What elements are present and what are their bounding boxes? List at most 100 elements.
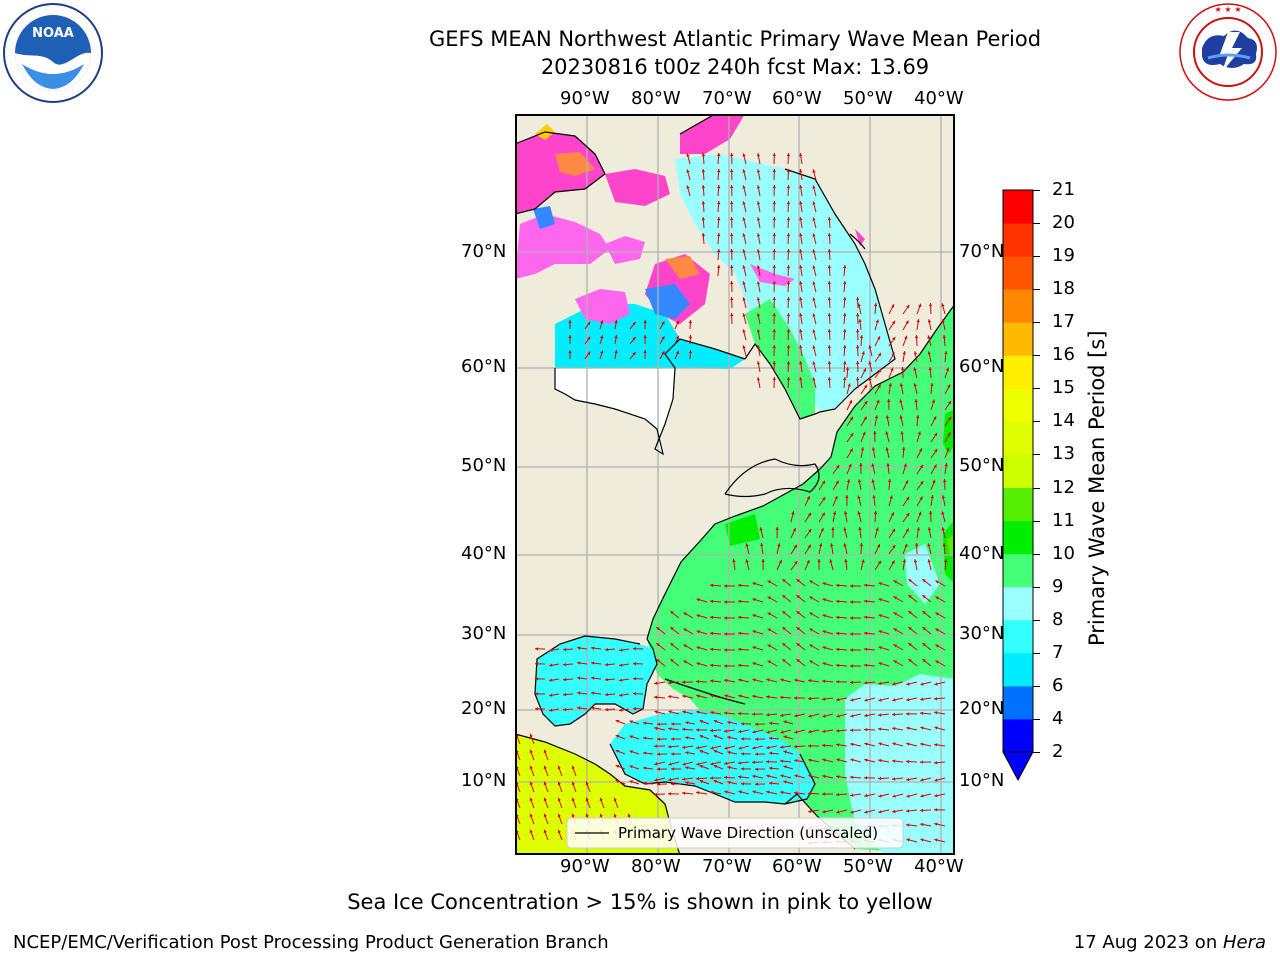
wave-direction-arrowhead xyxy=(769,736,773,740)
wave-direction-arrowhead xyxy=(688,320,693,324)
wave-direction-arrowhead xyxy=(657,722,661,726)
wave-direction-arrowhead xyxy=(843,281,847,285)
wave-direction-arrowhead xyxy=(892,742,896,746)
wave-direction-arrowhead xyxy=(844,511,848,515)
wave-direction-arrowhead xyxy=(850,632,854,636)
wave-direction-arrowhead xyxy=(752,614,756,618)
wave-direction-arrowhead xyxy=(585,813,589,818)
wave-direction-arrowhead xyxy=(808,529,812,533)
lat-label-left-2: 60°N xyxy=(461,356,507,377)
wave-direction-arrowhead xyxy=(767,596,771,600)
lat-label-right-7: 10°N xyxy=(959,770,1005,791)
wave-direction-arrowhead xyxy=(756,153,761,157)
wave-direction-arrowhead xyxy=(809,596,813,600)
wave-direction-arrowhead xyxy=(717,185,721,189)
lat-label-left-7: 10°N xyxy=(461,770,507,791)
wave-direction-arrowhead xyxy=(738,583,742,587)
lon-label-bottom-4: 60°W xyxy=(772,856,822,877)
wave-direction-arrowhead xyxy=(535,677,539,681)
wave-direction-arrowhead xyxy=(877,336,881,340)
wave-direction-arrowhead xyxy=(836,583,840,588)
colorbar-tick-label: 11 xyxy=(1052,509,1075,531)
wave-direction-arrowhead xyxy=(780,678,784,682)
wave-direction-arrowhead xyxy=(906,777,910,782)
wave-direction-arrowhead xyxy=(812,201,816,205)
wave-direction-arrowhead xyxy=(827,249,832,253)
wave-direction-arrowhead xyxy=(836,793,840,797)
wave-direction-arrowhead xyxy=(742,201,746,205)
wave-direction-arrowhead xyxy=(756,169,761,173)
wave-direction-arrowhead xyxy=(571,781,575,786)
wave-direction-arrowhead xyxy=(752,646,756,650)
wave-direction-arrowhead xyxy=(899,415,903,419)
wave-direction-arrowhead xyxy=(850,600,854,604)
wave-direction-arrowhead xyxy=(752,662,756,666)
wave-direction-arrowhead xyxy=(724,678,728,683)
lon-label-bottom-1: 90°W xyxy=(560,856,610,877)
chart-title: GEFS MEAN Northwest Atlantic Primary Wav… xyxy=(428,27,1042,51)
wave-direction-arrowhead xyxy=(808,758,812,762)
wave-direction-arrowhead xyxy=(822,497,826,501)
wave-direction-arrowhead xyxy=(850,728,854,732)
wave-direction-arrowhead xyxy=(856,329,860,333)
wave-direction-arrowhead xyxy=(783,780,787,784)
wave-direction-arrowhead xyxy=(752,598,756,602)
wave-direction-arrowhead xyxy=(756,281,761,285)
wave-direction-arrowhead xyxy=(908,643,912,647)
wave-direction-arrowhead xyxy=(529,797,533,802)
wave-direction-arrowhead xyxy=(934,448,938,453)
wave-direction-arrowhead xyxy=(850,584,854,588)
wave-direction-arrowhead xyxy=(549,648,553,652)
wave-direction-arrowhead xyxy=(543,813,547,818)
wave-direction-arrowhead xyxy=(699,735,704,739)
wave-direction-arrowhead xyxy=(717,153,721,157)
wave-direction-arrowhead xyxy=(724,790,728,794)
wave-direction-arrowhead xyxy=(756,217,761,221)
wave-direction-arrowhead xyxy=(742,313,746,317)
wave-direction-arrowhead xyxy=(717,169,721,173)
wave-direction-arrowhead xyxy=(864,698,868,702)
wave-direction-arrowhead xyxy=(727,735,731,740)
wave-direction-arrowhead xyxy=(836,647,840,652)
wave-direction-arrowhead xyxy=(777,543,781,547)
wave-direction-arrowhead xyxy=(587,336,591,341)
wave-direction-arrowhead xyxy=(563,647,567,652)
wave-direction-arrowhead xyxy=(675,350,679,355)
wave-direction-arrowhead xyxy=(796,611,800,615)
wave-direction-arrowhead xyxy=(760,543,764,547)
wave-direction-arrowhead xyxy=(780,695,784,700)
wave-direction-arrowhead xyxy=(535,662,539,666)
wave-direction-arrowhead xyxy=(934,778,938,782)
wave-direction-arrowhead xyxy=(913,351,918,355)
wave-direction-arrowhead xyxy=(873,431,877,435)
colorbar-box xyxy=(1003,454,1033,489)
colorbar-min-extension xyxy=(1002,751,1034,782)
wave-direction-arrowhead xyxy=(793,544,797,549)
colorbar-box xyxy=(1003,190,1033,224)
colorbar-box xyxy=(1003,388,1033,422)
lon-label-bottom-5: 50°W xyxy=(843,856,893,877)
wave-direction-arrowhead xyxy=(780,759,784,763)
wave-direction-arrowhead xyxy=(654,695,658,699)
wave-direction-arrowhead xyxy=(772,297,776,301)
wave-direction-arrowhead xyxy=(786,185,791,189)
wave-direction-arrowhead xyxy=(941,511,945,515)
wave-direction-arrowhead xyxy=(671,722,675,726)
wave-direction-arrowhead xyxy=(654,681,658,685)
wave-direction-arrowhead xyxy=(738,729,742,734)
wave-direction-arrowhead xyxy=(627,813,631,818)
colorbar-tick-label: 20 xyxy=(1052,212,1075,234)
footer-date: 17 Aug 2023 on Hera xyxy=(1073,932,1266,953)
wave-direction-arrowhead xyxy=(806,496,810,500)
wave-direction-arrowhead xyxy=(799,345,803,349)
wave-direction-arrowhead xyxy=(935,612,939,616)
wave-direction-arrowhead xyxy=(755,767,759,771)
wave-direction-arrowhead xyxy=(613,797,617,802)
wave-direction-arrowhead xyxy=(822,792,826,796)
wave-direction-arrowhead xyxy=(682,710,686,714)
wave-direction-arrowhead xyxy=(752,746,756,750)
wave-direction-arrowhead xyxy=(893,596,897,600)
wave-direction-arrowhead xyxy=(843,329,847,333)
wave-direction-arrowhead xyxy=(878,352,882,357)
wave-direction-arrowhead xyxy=(615,764,620,768)
